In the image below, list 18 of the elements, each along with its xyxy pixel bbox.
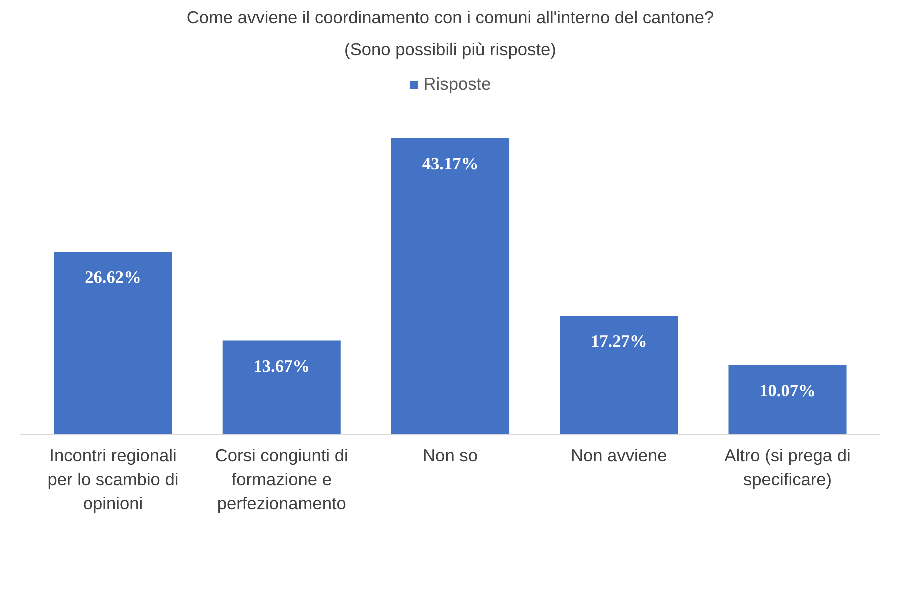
- bar: [391, 138, 510, 434]
- data-label: 43.17%: [422, 154, 479, 174]
- x-tick-label: Non avviene: [570, 446, 668, 466]
- x-tick-label: Non so: [423, 446, 478, 466]
- bar: [54, 252, 172, 434]
- bar: [728, 365, 847, 434]
- data-label: 17.27%: [590, 332, 648, 352]
- x-tick-label: Corsi congiunti di formazione e perfezionamento: [215, 446, 348, 514]
- chart-title: Come avviene il coordinamento con i comuni all'interno del cantone?: [186, 8, 714, 28]
- x-tick-label: Altro (si prega di specificare): [724, 446, 851, 490]
- bar: [560, 316, 678, 434]
- data-label: 13.67%: [254, 356, 310, 376]
- legend-label: Risposte: [424, 74, 492, 95]
- chart-subtitle: (Sono possibili più risposte): [344, 40, 556, 60]
- data-label: 26.62%: [85, 268, 142, 287]
- bar: [222, 340, 341, 434]
- x-tick-label: Incontri regionali per lo scambio di opinioni: [48, 446, 179, 514]
- data-label: 10.07%: [760, 381, 816, 400]
